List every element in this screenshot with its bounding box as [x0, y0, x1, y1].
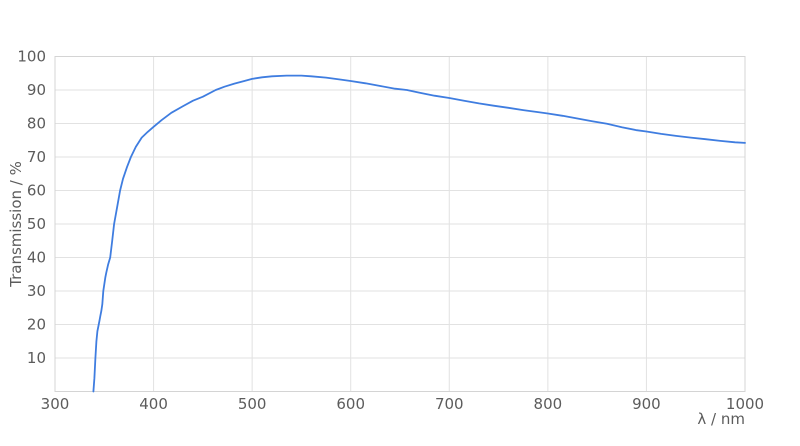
y-tick-label: 70	[27, 148, 46, 166]
y-tick-label: 60	[27, 182, 46, 200]
transmission-curve	[92, 74, 746, 393]
y-tick-label: 100	[17, 48, 46, 66]
x-tick-label: 400	[139, 395, 168, 413]
y-tick-label: 10	[27, 349, 46, 367]
x-tick-label: 900	[632, 395, 661, 413]
x-tick-label: 800	[534, 395, 563, 413]
x-axis-title: λ / nm	[697, 410, 745, 428]
x-tick-label: 700	[435, 395, 464, 413]
y-axis-title: Transmission / %	[7, 161, 25, 288]
y-tick-label: 20	[27, 316, 46, 334]
y-tick-label: 90	[27, 81, 46, 99]
x-tick-label: 1000	[726, 395, 764, 413]
x-tick-label: 500	[238, 395, 267, 413]
x-tick-label: 300	[41, 395, 70, 413]
y-tick-label: 30	[27, 282, 46, 300]
y-tick-label: 40	[27, 249, 46, 267]
x-tick-label: 600	[336, 395, 365, 413]
y-tick-label: 50	[27, 215, 46, 233]
plot-border	[54, 56, 746, 392]
y-tick-label: 80	[27, 115, 46, 133]
